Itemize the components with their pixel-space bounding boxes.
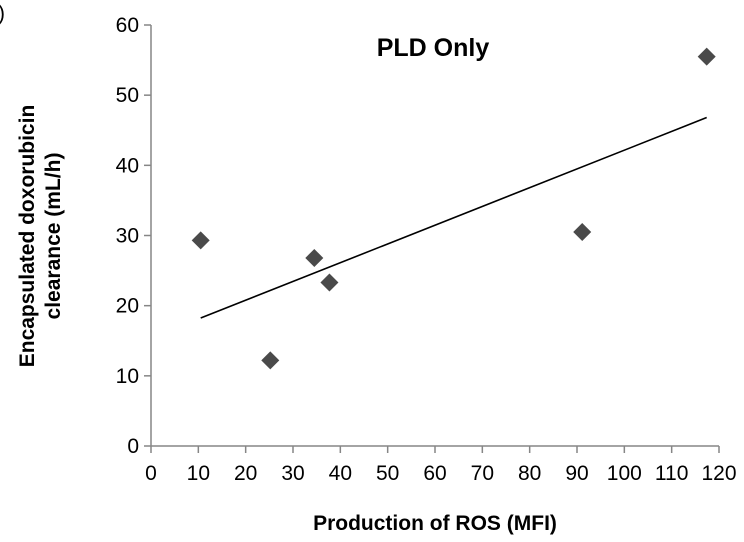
data-point (573, 222, 592, 241)
x-tick-label: 30 (281, 462, 304, 485)
data-point (697, 47, 716, 66)
x-tick-label: 80 (518, 462, 541, 485)
x-tick-label: 110 (655, 462, 688, 485)
x-tick-label: 20 (234, 462, 257, 485)
data-point (191, 231, 210, 250)
x-tick-label: 60 (423, 462, 446, 485)
x-axis-title: Production of ROS (MFI) (313, 512, 557, 535)
trendline (200, 116, 707, 319)
x-axis-ticks: 0 10 20 30 40 50 60 70 80 90 100 110 120 (145, 446, 737, 485)
x-tick-label: 90 (565, 462, 588, 485)
x-tick-label: 40 (329, 462, 352, 485)
y-tick-label: 40 (116, 154, 139, 177)
x-tick-label: 0 (145, 462, 157, 485)
data-points (191, 47, 716, 370)
data-point (320, 273, 339, 292)
x-tick-label: 70 (471, 462, 494, 485)
y-tick-label: 60 (116, 14, 139, 37)
data-point (261, 351, 280, 370)
y-axis-title-line1: Encapsulated doxorubicin (16, 105, 39, 368)
x-tick-label: 120 (701, 462, 736, 485)
y-axis-title-line2: clearance (mL/h) (42, 153, 65, 320)
data-point (305, 248, 324, 267)
y-tick-label: 30 (116, 225, 139, 248)
y-tick-label: 20 (116, 295, 139, 318)
x-tick-label: 50 (376, 462, 399, 485)
chart-title: PLD Only (377, 34, 490, 62)
panel-letter: ) (0, 2, 5, 25)
plot-area: 0 10 20 30 40 50 60 0 10 20 30 40 50 60 70 80 90 100 110 1… (116, 14, 737, 485)
y-tick-label: 50 (116, 84, 139, 107)
x-tick-label: 10 (187, 462, 210, 485)
y-tick-label: 0 (127, 435, 139, 458)
y-tick-label: 10 (116, 365, 139, 388)
y-axis-ticks: 0 10 20 30 40 50 60 (116, 14, 151, 458)
x-tick-label: 100 (607, 462, 642, 485)
